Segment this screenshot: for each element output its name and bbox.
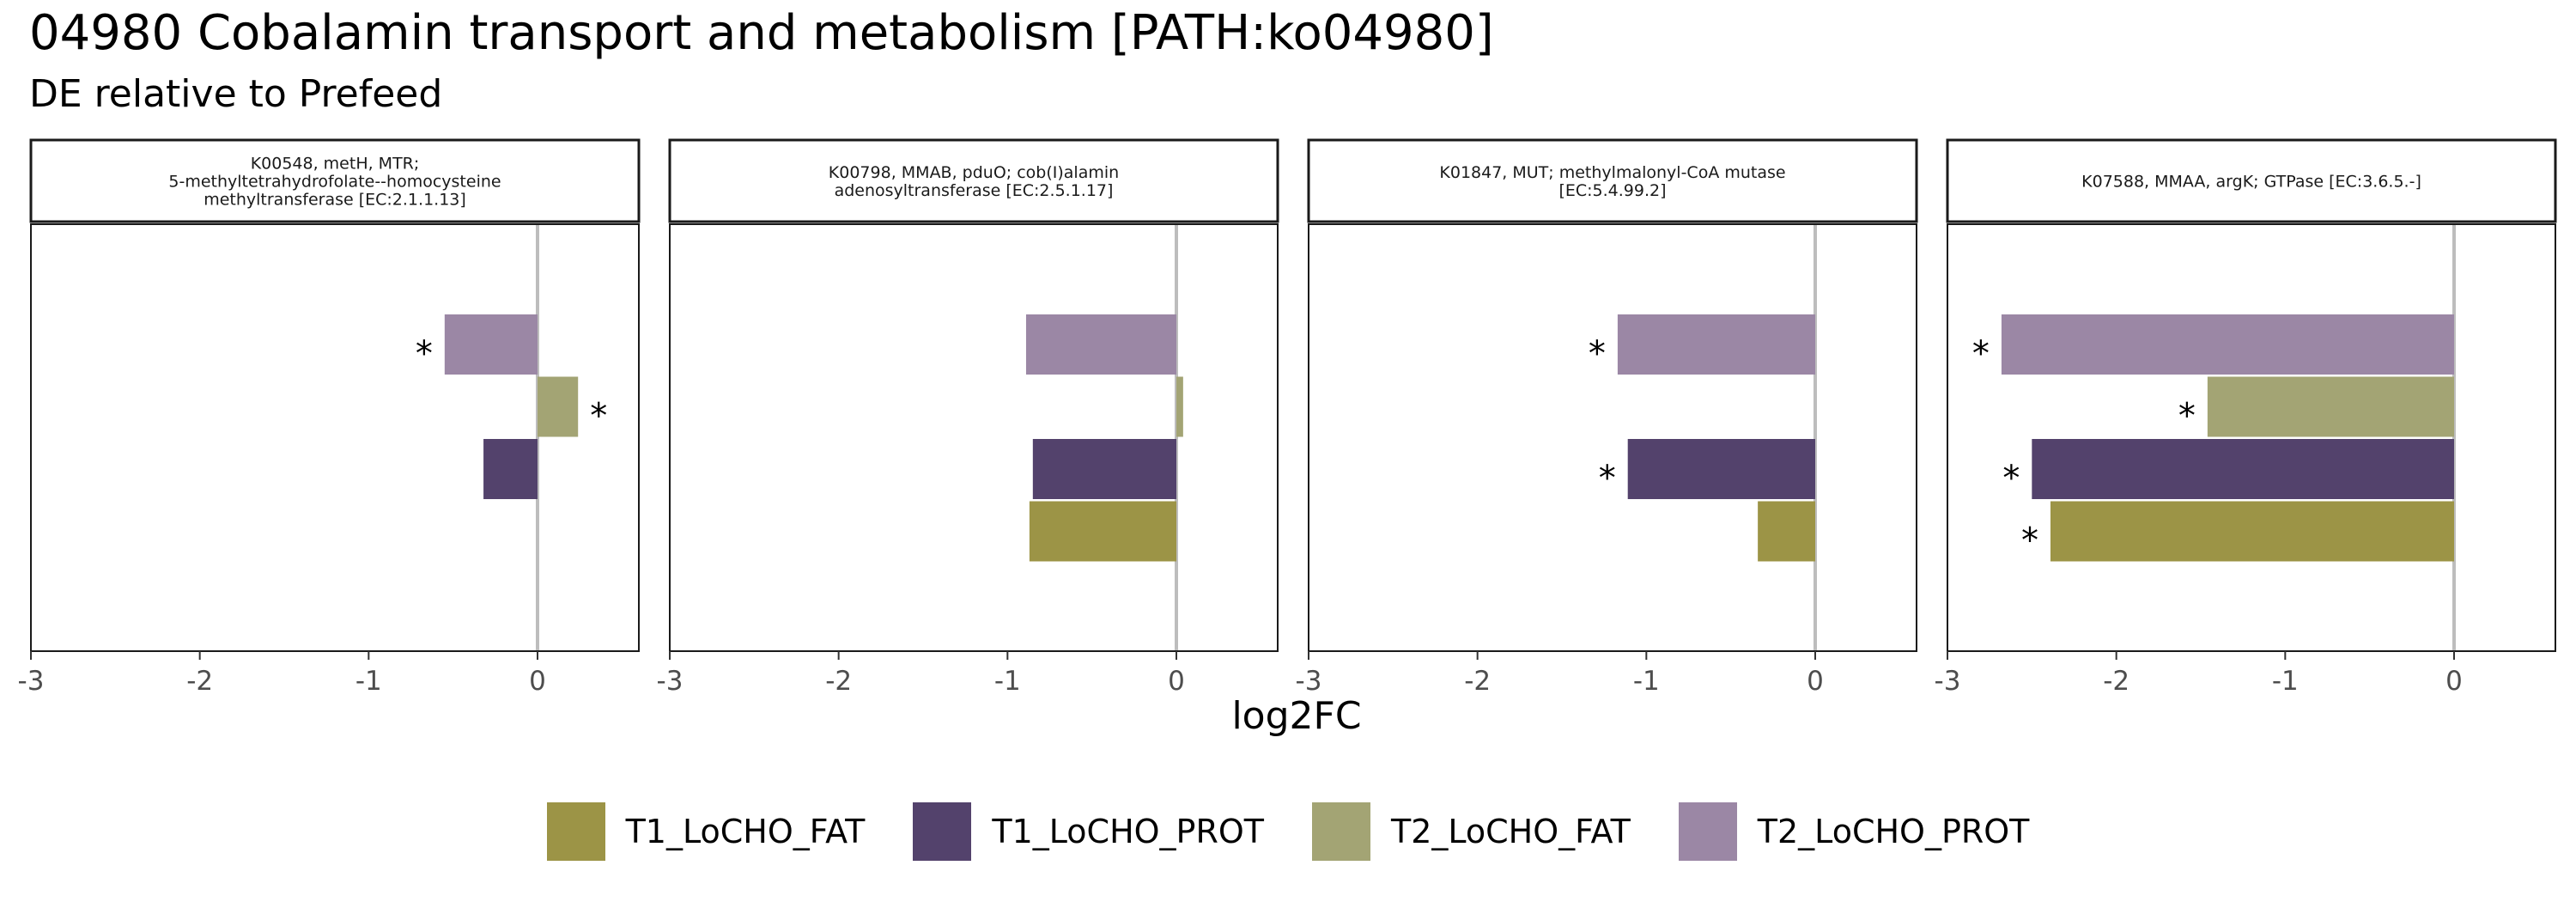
x-tick-label: -2 <box>825 666 852 697</box>
facet-strip <box>29 138 641 223</box>
x-tick-label: -3 <box>18 666 45 697</box>
significance-marker: * <box>416 334 433 374</box>
bar <box>2207 376 2454 437</box>
bar <box>1758 501 1815 562</box>
significance-marker: * <box>1599 459 1616 498</box>
significance-marker: * <box>1972 334 1990 374</box>
legend-swatch <box>1678 802 1737 861</box>
x-tick-label: -1 <box>355 666 382 697</box>
significance-marker: * <box>590 397 607 436</box>
panel-border <box>30 223 640 652</box>
x-tick-label: 0 <box>1168 666 1185 697</box>
facet-strip-label: adenosyltransferase [EC:2.5.1.17] <box>835 181 1114 200</box>
legend-label: T1_LoCHO_PROT <box>992 813 1264 850</box>
facet-strip-label: [EC:5.4.99.2] <box>1558 181 1666 200</box>
bar <box>1029 501 1176 562</box>
legend-item-t2-locho-fat: T2_LoCHO_FAT <box>1312 802 1631 861</box>
bar <box>1617 314 1815 375</box>
significance-marker: * <box>2002 459 2020 498</box>
legend-item-t1-locho-fat: T1_LoCHO_FAT <box>546 802 866 861</box>
legend-label: T1_LoCHO_FAT <box>625 813 866 850</box>
bar <box>1032 439 1176 499</box>
facet-strip-label: K00548, metH, MTR; <box>251 155 420 174</box>
facet-strip-label: K01847, MUT; methylmalonyl-CoA mutase <box>1439 163 1785 182</box>
x-tick-label: 0 <box>529 666 546 697</box>
legend: T1_LoCHO_FAT T1_LoCHO_PROT T2_LoCHO_FAT … <box>0 801 2576 862</box>
facet-strip-label: K07588, MMAA, argK; GTPase [EC:3.6.5.-] <box>2081 173 2421 192</box>
legend-label: T2_LoCHO_PROT <box>1757 813 2030 850</box>
x-tick-label: -3 <box>1296 666 1322 697</box>
chart-subtitle: DE relative to Prefeed <box>29 72 443 116</box>
x-tick-label: -3 <box>657 666 683 697</box>
bar <box>2001 314 2454 375</box>
legend-swatch <box>546 802 605 861</box>
x-tick-label: 0 <box>2445 666 2463 697</box>
bar <box>538 376 579 437</box>
x-tick-label: -2 <box>186 666 213 697</box>
facet-strip-label: K00798, MMAB, pduO; cob(I)alamin <box>829 163 1119 182</box>
panel-border <box>1947 223 2556 652</box>
bar <box>1025 314 1176 375</box>
facet-strip <box>1307 138 1918 223</box>
x-axis-label: log2FC <box>1231 694 1362 738</box>
bar <box>444 314 538 375</box>
significance-marker: * <box>1589 334 1606 374</box>
facet-strip-label: 5-methyltetrahydrofolate--homocysteine <box>168 173 501 192</box>
bar <box>2050 501 2454 562</box>
legend-swatch <box>913 802 972 861</box>
x-tick-label: -1 <box>2272 666 2299 697</box>
facet-strip <box>668 138 1279 223</box>
panel-border <box>1308 223 1917 652</box>
x-tick-label: -1 <box>1633 666 1660 697</box>
facet-strip <box>1946 138 2557 223</box>
legend-label: T2_LoCHO_FAT <box>1391 813 1631 850</box>
chart-title: 04980 Cobalamin transport and metabolism… <box>29 5 1494 61</box>
facet-strip-label: methyltransferase [EC:2.1.1.13] <box>204 191 466 210</box>
x-tick-label: -2 <box>1464 666 1491 697</box>
x-tick-label: 0 <box>1807 666 1824 697</box>
x-tick-label: -2 <box>2103 666 2129 697</box>
legend-swatch <box>1312 802 1370 861</box>
panel-border <box>669 223 1279 652</box>
bar <box>1176 376 1183 437</box>
legend-item-t2-locho-prot: T2_LoCHO_PROT <box>1678 802 2030 861</box>
legend-item-t1-locho-prot: T1_LoCHO_PROT <box>913 802 1264 861</box>
x-tick-label: -3 <box>1935 666 1961 697</box>
significance-marker: * <box>2021 521 2038 561</box>
x-tick-label: -1 <box>994 666 1021 697</box>
bar <box>1627 439 1815 499</box>
bar <box>2032 439 2454 499</box>
significance-marker: * <box>2178 397 2196 436</box>
bar <box>483 439 538 499</box>
